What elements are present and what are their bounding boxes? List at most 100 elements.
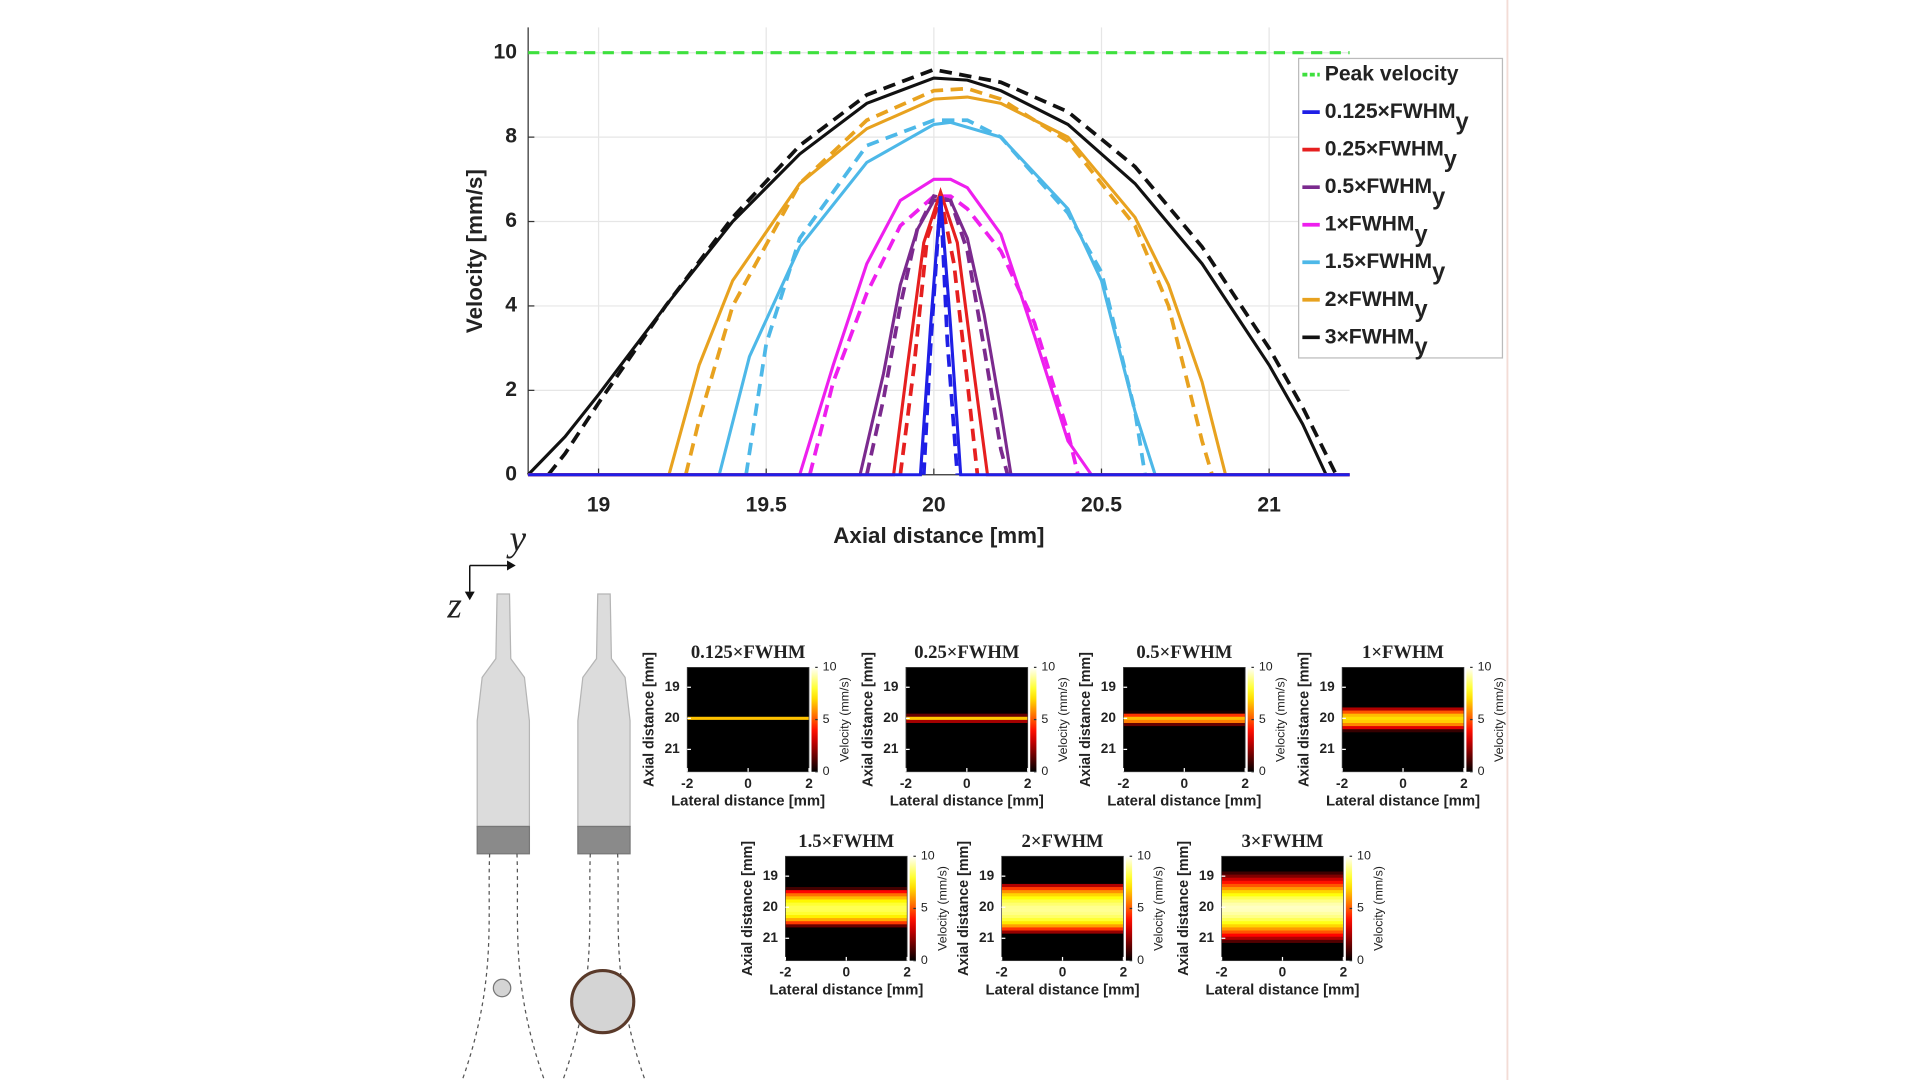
x-tick-label: 0 [842,965,850,980]
heatmap-row [785,946,908,950]
x-tick-label: -2 [1117,776,1130,791]
heatmap-row [1221,902,1344,907]
heatmap-row [1123,741,1246,746]
heatmap-row [1342,673,1464,677]
heatmap-row [687,763,810,767]
colorbar [1247,667,1254,772]
heatmap-row [1001,933,1124,938]
heatmap-row [1221,865,1344,869]
legend-name: 2×FWHM [1325,287,1415,310]
x-tick-label: 0 [1279,965,1287,980]
vessel [492,978,512,998]
heatmap-row [1221,933,1344,938]
heatmap-row [687,741,810,746]
heatmap-row [1123,744,1246,749]
x-tick-label: 19.5 [746,493,787,516]
colorbar-tick-label: 10 [1357,849,1371,863]
legend-entry: 2×FWHMy [1325,287,1428,323]
heatmap-row [687,682,810,687]
y-tick-label: 20 [665,710,681,725]
heatmap-row [687,704,810,708]
heatmap-row [1221,883,1344,888]
heatmap-row [687,722,810,727]
heatmap-row [905,682,1028,687]
heatmap-row [1001,899,1124,903]
heatmap-row [1342,704,1464,708]
colorbar-tick-label: 10 [1137,849,1151,863]
heatmap-row [1001,877,1124,882]
heatmap-row [1123,682,1246,687]
heatmap-row [1001,880,1124,885]
legend-entry: 0.5×FWHMy [1325,175,1445,211]
panel-title: 0.25×FWHM [914,642,1020,663]
heatmap-row [785,874,908,879]
heatmap-row [905,704,1028,708]
legend-subscript: y [1414,297,1427,323]
x-tick-label: 20 [922,493,945,516]
y-tick-label: 21 [883,741,899,756]
y-axis-label: Axial distance [mm] [642,652,658,787]
panel-title: 0.5×FWHM [1136,642,1232,663]
heatmap-row [1342,682,1464,687]
heatmap-row [1221,949,1344,953]
heatmap-row [1001,921,1124,925]
colorbar [1345,856,1353,961]
heatmap-row [1123,673,1246,677]
heatmap-row [785,880,908,885]
heatmap-row [905,673,1028,677]
x-tick-label: 0 [1399,776,1407,791]
y-axis-label: Axial distance [mm] [1176,841,1192,976]
heatmap-row [905,750,1028,755]
x-axis-label: Lateral distance [mm] [985,982,1139,998]
colorbar-label: Velocity (mm/s) [1492,677,1506,762]
y-tick-label: 6 [505,209,517,232]
heatmap-row [1123,729,1246,733]
colorbar-tick-label: 0 [1357,953,1364,967]
heatmap-row [905,722,1028,727]
colorbar [811,667,818,772]
heatmap-row [1123,707,1246,711]
heatmap-row [1001,908,1124,913]
heatmap-row [1342,691,1464,696]
y-axis-label: Axial distance [mm] [740,841,756,976]
heatmap-row [1342,710,1464,715]
heatmap-row [905,763,1028,767]
heatmap-row [687,744,810,749]
heatmap-row [1221,952,1344,956]
probe-body [577,593,631,828]
heatmap-row [1123,732,1246,736]
heatmap-row [785,939,908,944]
heatmap-row [1123,710,1246,715]
heatmap-row [905,760,1028,764]
x-tick-label: 0 [1059,965,1067,980]
legend-name: Peak velocity [1325,62,1459,85]
heatmap-row [1001,946,1124,950]
line-series [528,187,1350,477]
heatmap-row [785,905,908,910]
y-tick-label: 19 [1101,679,1117,694]
heatmap-row [687,698,810,702]
probe-head [476,825,531,855]
heatmap-row [1342,695,1464,699]
heatmap-row [1221,921,1344,925]
heatmap-row [785,924,908,928]
heatmap-row [905,691,1028,696]
heatmap-row [1001,896,1124,900]
heatmap-row [1123,701,1246,705]
heatmap-row [1123,698,1246,702]
y-tick-label: 20 [1101,710,1117,725]
x-tick-label: 2 [1120,965,1128,980]
y-tick-label: 20 [1319,710,1335,725]
colorbar-tick-label: 10 [1259,660,1273,674]
y-tick-label: 4 [505,294,517,317]
heatmap-row [1221,868,1344,872]
y-tick-label: 20 [979,899,995,914]
heatmap-row [687,747,810,752]
heatmap-row [1221,927,1344,931]
heatmap-row [1123,757,1246,761]
x-axis-label: Lateral distance [mm] [671,794,825,810]
x-axis-label: Axial distance [mm] [833,523,1044,548]
legend-subscript: y [1414,222,1427,248]
heatmap-row [785,871,908,875]
